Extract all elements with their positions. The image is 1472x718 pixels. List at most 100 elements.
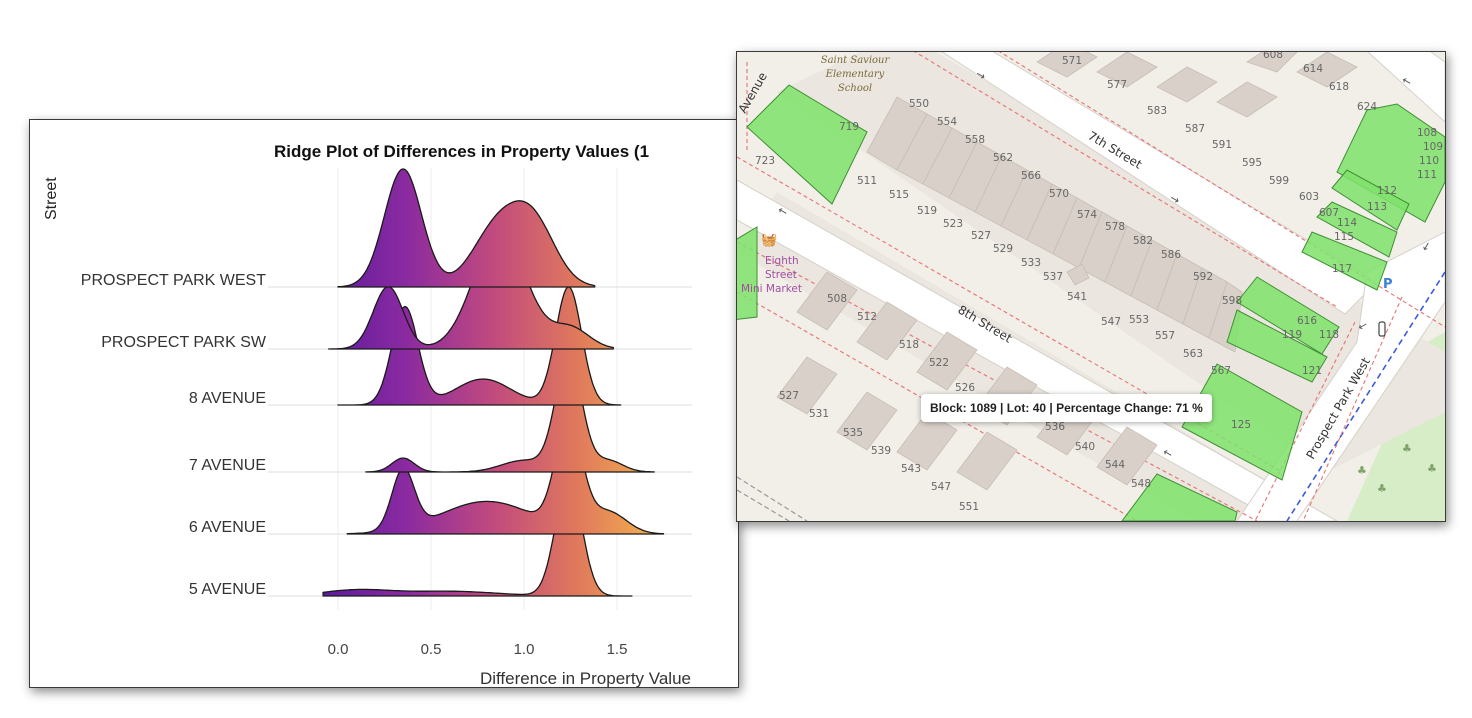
map-tooltip: Block: 1089 | Lot: 40 | Percentage Chang… [921, 394, 1212, 422]
map-panel[interactable]: → → ← ← ← ↓ ← P 🧺 ♣ ♣ ♣ ♣ 7th Street 8th St… [736, 51, 1446, 522]
lot-number: 543 [901, 463, 921, 475]
lot-number: 551 [959, 501, 979, 513]
x-tick-label: 0.5 [421, 641, 442, 658]
lot-number: 119 [1282, 329, 1302, 341]
lot-number: 117 [1332, 263, 1352, 275]
lot-number: 554 [937, 116, 957, 128]
lot-number: 603 [1299, 191, 1319, 203]
ridge-6-avenue [346, 415, 665, 535]
lot-number: 539 [871, 445, 891, 457]
lot-number: 723 [755, 155, 775, 167]
lot-number: 586 [1161, 249, 1181, 261]
lot-number: 511 [857, 175, 877, 187]
lot-number: 598 [1222, 295, 1242, 307]
market-label-line2: Street [765, 269, 797, 281]
lot-number: 578 [1105, 221, 1125, 233]
lot-number: 558 [965, 134, 985, 146]
street-map[interactable]: → → ← ← ← ↓ ← P 🧺 ♣♣♣♣ 7th Street 8th St… [737, 52, 1445, 521]
y-tick-label: 7 AVENUE [189, 457, 266, 474]
lot-number: 547 [1101, 316, 1121, 328]
lot-number: 115 [1334, 231, 1354, 243]
lot-number: 114 [1337, 217, 1357, 229]
svg-text:♣: ♣ [1357, 464, 1367, 477]
lot-number: 616 [1297, 315, 1317, 327]
lot-number: 111 [1417, 169, 1437, 181]
lot-number: 550 [909, 98, 929, 110]
lot-number: 533 [1021, 257, 1041, 269]
lot-number: 582 [1133, 235, 1153, 247]
market-label-line3: Mini Market [741, 283, 802, 295]
lot-number: 587 [1185, 123, 1205, 135]
lot-number: 515 [889, 189, 909, 201]
svg-text:♣: ♣ [1377, 482, 1387, 495]
ridge-plot-panel: Ridge Plot of Differences in Property Va… [29, 119, 739, 688]
x-tick-label: 0.0 [328, 641, 349, 658]
lot-number: 118 [1319, 329, 1339, 341]
school-label-line3: School [838, 83, 872, 94]
y-tick-label: 8 AVENUE [189, 390, 266, 407]
y-tick-label: 5 AVENUE [189, 581, 266, 598]
school-label-line2: Elementary [825, 69, 885, 80]
lot-number: 535 [843, 427, 863, 439]
ridge-prospect-park-west [337, 168, 596, 288]
ridge-plot: Ridge Plot of Differences in Property Va… [43, 142, 692, 687]
svg-text:🧺: 🧺 [761, 233, 777, 248]
lot-number: 548 [1131, 478, 1151, 490]
lot-number: 108 [1417, 127, 1437, 139]
lot-number: 522 [929, 357, 949, 369]
highlighted-parcels[interactable] [737, 84, 1445, 521]
lot-number: 557 [1155, 330, 1175, 342]
lot-number: 113 [1367, 201, 1387, 213]
traffic-signal-icon [1378, 321, 1386, 337]
axis-labels: Ridge Plot of Differences in Property Va… [43, 142, 691, 687]
lot-number: 121 [1302, 365, 1322, 377]
lot-number: 563 [1183, 348, 1203, 360]
lot-number: 125 [1231, 419, 1251, 431]
lot-number: 614 [1303, 63, 1323, 75]
svg-text:♣: ♣ [1427, 462, 1437, 475]
x-axis-label: Difference in Property Value [480, 669, 691, 687]
lot-number: 608 [1263, 52, 1283, 61]
x-tick-label: 1.0 [514, 641, 535, 658]
lot-number: 719 [839, 121, 859, 133]
market-label-line1: Eighth [765, 255, 799, 267]
shop-icon: 🧺 [761, 233, 777, 248]
school-label: Saint Saviour Elementary School [821, 55, 891, 94]
school-label-line1: Saint Saviour [821, 55, 891, 66]
lot-number: 599 [1269, 175, 1289, 187]
ridge-7-avenue [365, 353, 655, 473]
svg-text:♣: ♣ [1402, 442, 1412, 455]
lot-number: 553 [1129, 314, 1149, 326]
lot-number: 531 [809, 408, 829, 420]
lot-number: 592 [1193, 271, 1213, 283]
lot-number: 529 [993, 243, 1013, 255]
chart-title: Ridge Plot of Differences in Property Va… [274, 142, 649, 161]
lot-number: 618 [1329, 81, 1349, 93]
x-tick-label: 1.5 [607, 641, 628, 658]
lot-number: 577 [1107, 79, 1127, 91]
lot-number: 570 [1049, 188, 1069, 200]
svg-text:P: P [1383, 277, 1393, 292]
lot-number: 567 [1211, 365, 1231, 377]
lot-number: 547 [931, 481, 951, 493]
lot-number: 591 [1212, 139, 1232, 151]
lot-number: 536 [1045, 421, 1065, 433]
lot-number: 109 [1423, 141, 1443, 153]
lot-number: 562 [993, 152, 1013, 164]
lot-number: 518 [899, 339, 919, 351]
lot-number: 526 [955, 382, 975, 394]
lot-number: 110 [1419, 155, 1439, 167]
y-tick-label: 6 AVENUE [189, 519, 266, 536]
lot-number: 112 [1377, 185, 1397, 197]
lot-number: 527 [971, 230, 991, 242]
buildings [776, 52, 1358, 491]
lot-number: 566 [1021, 170, 1041, 182]
bicycle-parking-icon: P [1383, 277, 1393, 292]
lot-number: 523 [943, 218, 963, 230]
lot-number: 583 [1147, 105, 1167, 117]
lot-number: 512 [857, 311, 877, 323]
ridge-8-avenue [337, 286, 622, 406]
market-label: Eighth Street Mini Market [741, 255, 802, 295]
y-tick-label: PROSPECT PARK WEST [81, 272, 266, 289]
